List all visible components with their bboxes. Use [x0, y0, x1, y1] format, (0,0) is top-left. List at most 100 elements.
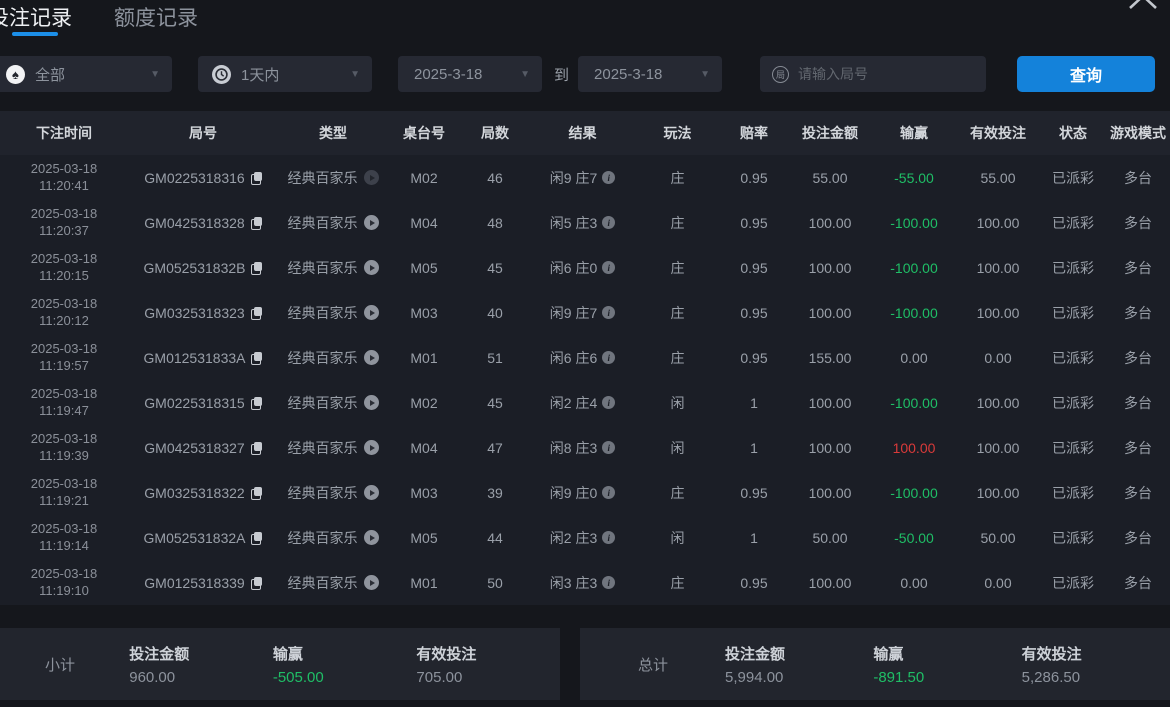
active-tab-underline	[12, 32, 58, 36]
table-row[interactable]: 2025-03-18 11:19:21 GM0325318322 经典百家乐 M0…	[0, 470, 1170, 515]
total-panel: 总计 投注金额 5,994.00 输赢 -891.50 有效投注 5,286.5…	[580, 628, 1170, 700]
copy-icon[interactable]	[250, 441, 262, 455]
table-number: M01	[410, 349, 438, 366]
valid-bet: 100.00	[976, 259, 1020, 276]
tab-bet-records-label: 投注记录	[0, 7, 72, 30]
copy-icon[interactable]	[250, 216, 262, 230]
table-number: M03	[410, 484, 438, 501]
play-method: 庄	[670, 214, 685, 231]
tab-bet-records[interactable]: 投注记录	[0, 2, 72, 42]
valid-bet: 100.00	[976, 214, 1020, 231]
time-range-dropdown[interactable]: 1天内 ▼	[198, 56, 372, 92]
game-mode: 多台	[1124, 214, 1152, 231]
subtotal-winloss-value: -505.00	[272, 668, 324, 686]
copy-icon[interactable]	[250, 486, 262, 500]
play-method: 庄	[670, 304, 685, 321]
game-mode: 多台	[1124, 304, 1152, 321]
info-icon[interactable]: i	[602, 351, 616, 364]
win-loss: -100.00	[890, 214, 938, 231]
bet-amount: 100.00	[808, 304, 852, 321]
round-count: 44	[487, 529, 503, 546]
video-playback-icon[interactable]	[363, 215, 379, 230]
info-icon[interactable]: i	[602, 576, 616, 589]
round-count: 51	[487, 349, 503, 366]
bet-time: 2025-03-18 11:19:14	[30, 521, 98, 553]
copy-icon[interactable]	[251, 351, 263, 365]
date-to-picker[interactable]: 2025-3-18 ▼	[578, 56, 723, 92]
win-loss: 0.00	[900, 349, 928, 366]
game-type: 经典百家乐	[287, 439, 358, 456]
collapse-chevron-icon[interactable]	[1126, 0, 1160, 18]
round-search-box: 局	[760, 56, 987, 92]
status: 已派彩	[1052, 169, 1094, 186]
column-header: 结果	[568, 125, 597, 141]
status: 已派彩	[1052, 349, 1094, 366]
play-method: 闲	[670, 394, 685, 411]
copy-icon[interactable]	[251, 531, 263, 545]
table-row[interactable]: 2025-03-18 11:19:14 GM052531832A 经典百家乐 M0…	[0, 515, 1170, 560]
copy-icon[interactable]	[250, 306, 262, 320]
round-number-input[interactable]	[798, 66, 949, 82]
game-type-dropdown[interactable]: ♠ 全部 ▼	[0, 56, 172, 92]
valid-bet: 100.00	[976, 394, 1020, 411]
column-header: 局数	[481, 125, 509, 141]
total-winloss-label: 输赢	[873, 645, 904, 663]
bet-amount: 155.00	[808, 349, 852, 366]
copy-icon[interactable]	[251, 261, 263, 275]
table-row[interactable]: 2025-03-18 11:19:47 GM0225318315 经典百家乐 M0…	[0, 380, 1170, 425]
table-row[interactable]: 2025-03-18 11:20:15 GM052531832B 经典百家乐 M0…	[0, 245, 1170, 290]
copy-icon[interactable]	[250, 396, 262, 410]
total-valid-label: 有效投注	[1021, 645, 1082, 663]
video-playback-icon[interactable]	[363, 395, 379, 410]
status: 已派彩	[1052, 394, 1094, 411]
table-number: M04	[410, 439, 438, 456]
info-icon[interactable]: i	[602, 261, 616, 274]
play-method: 庄	[670, 574, 685, 591]
round-count: 48	[487, 214, 503, 231]
video-playback-icon[interactable]	[363, 575, 379, 590]
table-row[interactable]: 2025-03-18 11:19:10 GM0125318339 经典百家乐 M0…	[0, 560, 1170, 605]
table-row[interactable]: 2025-03-18 11:20:37 GM0425318328 经典百家乐 M0…	[0, 200, 1170, 245]
copy-icon[interactable]	[250, 576, 262, 590]
video-playback-icon[interactable]	[363, 350, 379, 365]
date-from-picker[interactable]: 2025-3-18 ▼	[398, 56, 542, 92]
info-icon[interactable]: i	[602, 396, 616, 409]
game-type-value: 全部	[35, 66, 66, 84]
video-playback-icon[interactable]	[363, 440, 379, 455]
win-loss: -100.00	[890, 304, 938, 321]
video-playback-icon[interactable]	[363, 530, 379, 545]
valid-bet: 55.00	[980, 169, 1016, 186]
info-icon[interactable]: i	[602, 171, 616, 184]
tab-quota-records[interactable]: 额度记录	[114, 2, 198, 42]
filter-bar: ♠ 全部 ▼ 1天内 ▼ 2025-3-18 ▼ 到 2025-3-18 ▼ 局…	[0, 56, 1170, 92]
info-icon[interactable]: i	[602, 216, 616, 229]
column-header: 赔率	[740, 125, 768, 141]
table-row[interactable]: 2025-03-18 11:19:39 GM0425318327 经典百家乐 M0…	[0, 425, 1170, 470]
info-icon[interactable]: i	[602, 441, 616, 454]
copy-icon[interactable]	[250, 171, 262, 185]
subtotal-amount-label: 投注金额	[129, 645, 190, 663]
column-header: 游戏模式	[1110, 125, 1166, 141]
info-icon[interactable]: i	[602, 486, 616, 499]
video-playback-icon[interactable]	[363, 305, 379, 320]
video-playback-icon[interactable]	[363, 260, 379, 275]
win-loss: -100.00	[890, 259, 938, 276]
column-header: 下注时间	[36, 125, 92, 141]
game-type: 经典百家乐	[287, 259, 358, 276]
query-button[interactable]: 查询	[1017, 56, 1155, 92]
result-score: 闲5 庄3	[549, 214, 598, 231]
subtotal-label: 小计	[45, 656, 76, 674]
odds: 0.95	[740, 349, 768, 366]
info-icon[interactable]: i	[602, 531, 616, 544]
column-header: 状态	[1059, 125, 1087, 141]
table-row[interactable]: 2025-03-18 11:19:57 GM012531833A 经典百家乐 M0…	[0, 335, 1170, 380]
video-playback-icon[interactable]	[363, 485, 379, 500]
result-score: 闲9 庄7	[549, 304, 598, 321]
game-mode: 多台	[1124, 169, 1152, 186]
video-playback-icon[interactable]	[363, 170, 379, 185]
table-row[interactable]: 2025-03-18 11:20:41 GM0225318316 经典百家乐 M0…	[0, 155, 1170, 200]
odds: 0.95	[740, 304, 768, 321]
table-row[interactable]: 2025-03-18 11:20:12 GM0325318323 经典百家乐 M0…	[0, 290, 1170, 335]
round-count: 40	[487, 304, 503, 321]
info-icon[interactable]: i	[602, 306, 616, 319]
